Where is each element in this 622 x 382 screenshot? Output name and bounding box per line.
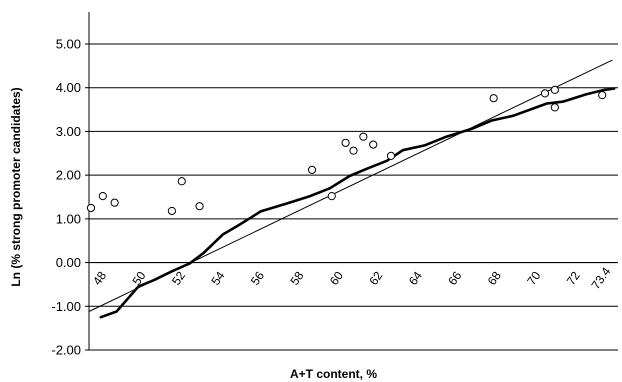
scatter-point (195, 202, 204, 211)
scatter-point (540, 89, 550, 98)
scatter-point (489, 94, 498, 103)
y-axis-label: Ln (% strong promoter candidates) (9, 87, 23, 286)
gridlines (89, 43, 618, 351)
y-tick-label: 5.00 (56, 37, 81, 52)
scatter-point (349, 146, 358, 155)
scatter-point (550, 103, 559, 112)
scatter-point (550, 85, 559, 95)
y-tick-label: 0.00 (56, 255, 81, 270)
series-lines (88, 59, 616, 319)
y-tick-label: 1.00 (56, 211, 81, 226)
scatter-point (598, 91, 607, 100)
scatter-point (359, 132, 368, 141)
scatter-point (341, 138, 350, 147)
scatter-point (386, 151, 396, 161)
y-tick-labels: 5.00 4.00 3.00 2.00 1.00 0.00 -1.00 -2.00 (51, 37, 81, 358)
scatter-point (307, 165, 317, 174)
scatter-point (177, 177, 186, 186)
y-tick-label: 2.00 (56, 168, 81, 183)
y-tick-label: -1.00 (51, 299, 81, 314)
y-tick-label: 3.00 (56, 124, 81, 139)
y-axis (85, 12, 90, 351)
y-tick-label: -2.00 (51, 343, 81, 358)
scatter-point (167, 206, 177, 216)
x-axis-label: A+T content, % (290, 367, 377, 381)
trend-line (88, 59, 613, 312)
scatter-point (98, 192, 107, 201)
scatter-point (369, 140, 378, 149)
scatter-point (86, 203, 96, 213)
y-tick-label: 4.00 (56, 80, 81, 95)
series-points (86, 85, 607, 216)
scatter-point (110, 198, 119, 207)
scatter-point (327, 192, 336, 201)
